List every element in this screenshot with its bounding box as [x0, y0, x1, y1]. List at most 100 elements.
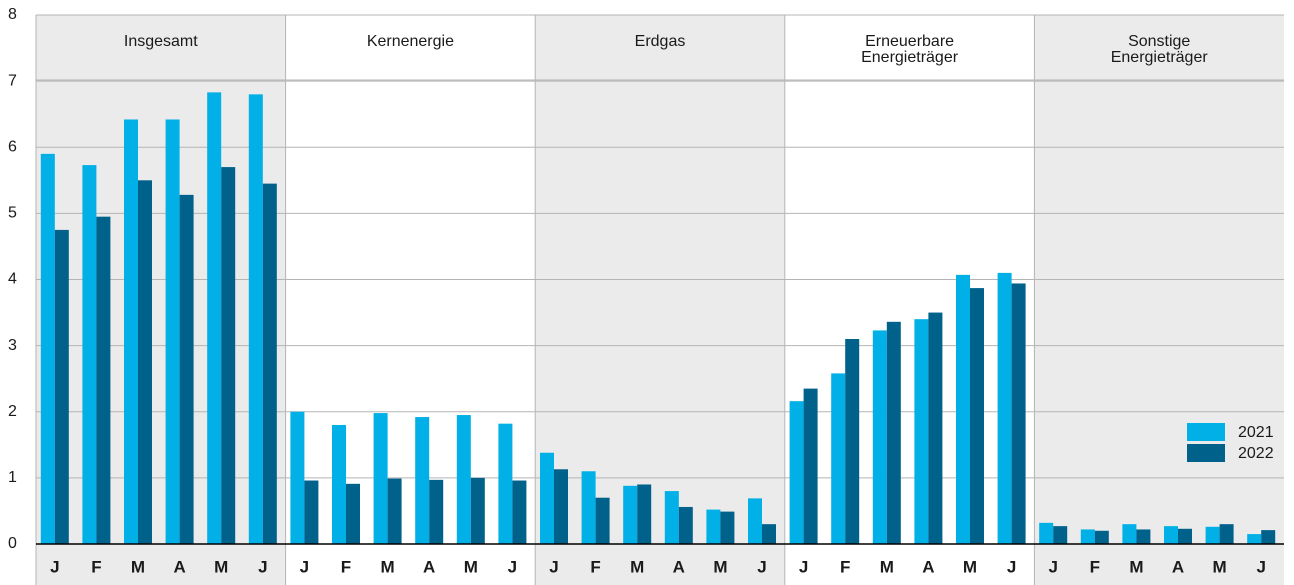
- bar: [82, 165, 97, 544]
- panel-title: Erdgas: [635, 33, 686, 50]
- x-tick-label: M: [1129, 557, 1143, 576]
- bar: [664, 491, 679, 544]
- bar: [512, 480, 527, 544]
- bar: [1080, 529, 1095, 544]
- bar: [248, 94, 263, 544]
- bar: [456, 415, 471, 544]
- bar: [498, 423, 513, 544]
- bar: [678, 506, 693, 544]
- panel-title: Kernenergie: [367, 33, 454, 50]
- bar: [720, 511, 735, 544]
- x-tick-label: A: [673, 557, 685, 576]
- bar: [373, 413, 388, 544]
- bar: [138, 180, 152, 544]
- x-tick-label: A: [922, 557, 934, 576]
- x-tick-label: M: [381, 557, 395, 576]
- x-tick-label: M: [630, 557, 644, 576]
- bar: [165, 119, 180, 544]
- bar: [1178, 528, 1192, 544]
- bar: [415, 417, 430, 544]
- bar: [872, 330, 887, 544]
- bar: [595, 497, 610, 544]
- y-tick-label: 1: [8, 469, 17, 486]
- bar: [96, 216, 111, 544]
- bar: [554, 469, 568, 544]
- bar: [40, 153, 55, 545]
- x-tick-label: M: [963, 557, 977, 576]
- legend-label: 2021: [1238, 424, 1274, 441]
- panel-background: [1034, 15, 1284, 585]
- y-tick-label: 7: [8, 72, 17, 89]
- panel-title: Erneuerbare: [865, 33, 954, 50]
- bar: [124, 119, 138, 544]
- bar: [1136, 529, 1151, 544]
- legend-swatch: [1187, 444, 1225, 462]
- y-tick-label: 8: [8, 6, 17, 23]
- y-tick-label: 6: [8, 138, 17, 155]
- x-tick-label: J: [508, 557, 517, 576]
- x-tick-label: J: [757, 557, 766, 576]
- bar: [207, 92, 222, 545]
- bar: [831, 373, 846, 544]
- y-tick-label: 0: [8, 535, 17, 552]
- panel-title: Sonstige: [1128, 33, 1190, 50]
- bar: [637, 484, 652, 544]
- y-tick-label: 3: [8, 337, 17, 354]
- bar: [762, 524, 776, 544]
- y-tick-label: 5: [8, 205, 17, 222]
- bar: [54, 229, 69, 544]
- x-tick-label: J: [549, 557, 558, 576]
- bar: [1261, 530, 1276, 544]
- x-tick-label: F: [91, 557, 101, 576]
- bar: [1122, 524, 1137, 544]
- legend-label: 2022: [1238, 445, 1274, 462]
- x-tick-label: J: [50, 557, 59, 576]
- bar: [706, 509, 721, 544]
- bar: [845, 339, 860, 544]
- x-tick-label: J: [258, 557, 267, 576]
- bar: [1247, 534, 1262, 544]
- bar: [332, 424, 346, 544]
- bar: [221, 167, 236, 544]
- panel-title: Energieträger: [1111, 49, 1209, 66]
- x-tick-label: F: [1090, 557, 1100, 576]
- bar: [1205, 526, 1220, 544]
- x-tick-label: J: [1048, 557, 1057, 576]
- x-tick-label: J: [300, 557, 309, 576]
- x-tick-label: A: [1172, 557, 1184, 576]
- bar: [1039, 522, 1054, 544]
- y-tick-label: 2: [8, 403, 17, 420]
- x-tick-label: M: [713, 557, 727, 576]
- bar: [748, 498, 762, 544]
- bar: [290, 411, 305, 544]
- x-tick-label: F: [840, 557, 850, 576]
- bar: [179, 194, 194, 545]
- x-tick-label: A: [423, 557, 435, 576]
- bar: [1094, 530, 1109, 544]
- bar: [346, 483, 360, 544]
- x-tick-label: M: [131, 557, 145, 576]
- bar: [304, 480, 319, 544]
- bar: [789, 401, 804, 544]
- panel-title: Insgesamt: [124, 33, 198, 50]
- x-tick-label: J: [799, 557, 808, 576]
- bar: [429, 479, 444, 544]
- bar: [581, 471, 596, 544]
- bar: [262, 183, 277, 544]
- bar: [997, 272, 1012, 544]
- legend-swatch: [1187, 423, 1225, 441]
- bar: [1053, 526, 1068, 544]
- x-tick-label: J: [1007, 557, 1016, 576]
- x-tick-label: A: [173, 557, 185, 576]
- bar: [803, 388, 818, 544]
- x-tick-label: M: [464, 557, 478, 576]
- panel-background: [535, 15, 785, 585]
- bar: [1219, 524, 1234, 544]
- x-tick-label: F: [341, 557, 351, 576]
- x-tick-label: M: [214, 557, 228, 576]
- x-tick-label: M: [880, 557, 894, 576]
- bar: [1011, 283, 1026, 544]
- panel-title: Energieträger: [861, 49, 959, 66]
- bar: [1164, 526, 1178, 544]
